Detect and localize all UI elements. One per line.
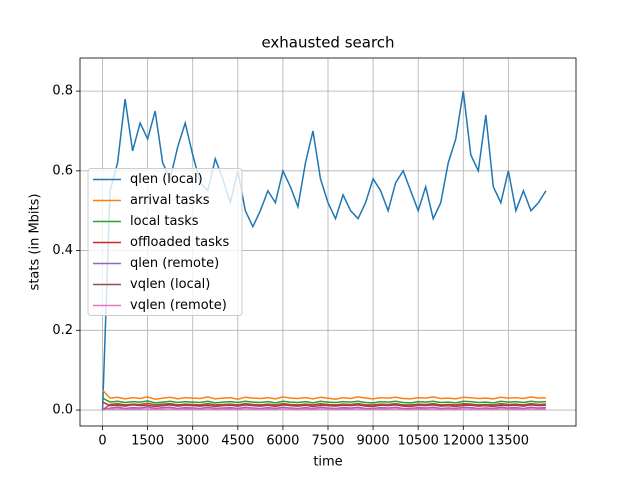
legend-label: vqlen (remote) (130, 298, 227, 313)
legend-label: local tasks (130, 214, 199, 229)
y-tick-label: 0.6 (52, 163, 73, 178)
legend-label: vqlen (local) (130, 277, 210, 292)
x-tick-label: 6000 (266, 434, 299, 449)
y-tick-label: 0.8 (52, 84, 73, 99)
data-line (101, 90, 547, 411)
x-axis-label: time (313, 455, 342, 470)
data-line (102, 402, 546, 411)
y-tick-label: 0.2 (52, 323, 73, 338)
legend-label: qlen (remote) (130, 256, 219, 271)
data-line (102, 406, 546, 411)
data-line (102, 408, 546, 411)
legend-label: arrival tasks (130, 193, 210, 208)
x-tick-label: 13500 (488, 434, 529, 449)
x-tick-label: 9000 (357, 434, 390, 449)
legend-box (87, 168, 243, 316)
x-tick-label: 7500 (311, 434, 344, 449)
x-tick-label: 3000 (176, 434, 209, 449)
data-line (102, 389, 546, 401)
y-axis-label: stats (in Mbits) (28, 194, 43, 291)
legend-label: qlen (local) (130, 172, 203, 187)
x-tick-label: 4500 (221, 434, 254, 449)
legend-label: offloaded tasks (130, 235, 229, 250)
plot-frame (79, 57, 577, 427)
chart-title: exhausted search (261, 34, 394, 52)
data-line (102, 397, 546, 404)
data-line (102, 401, 546, 408)
y-tick-label: 0.0 (52, 403, 73, 418)
x-tick-label: 10500 (398, 434, 439, 449)
y-tick-label: 0.4 (52, 243, 73, 258)
x-tick-label: 0 (98, 434, 106, 449)
x-tick-label: 1500 (131, 434, 164, 449)
x-tick-label: 12000 (443, 434, 484, 449)
legend: qlen (local) arrival tasks local tasks offl… (87, 168, 243, 316)
